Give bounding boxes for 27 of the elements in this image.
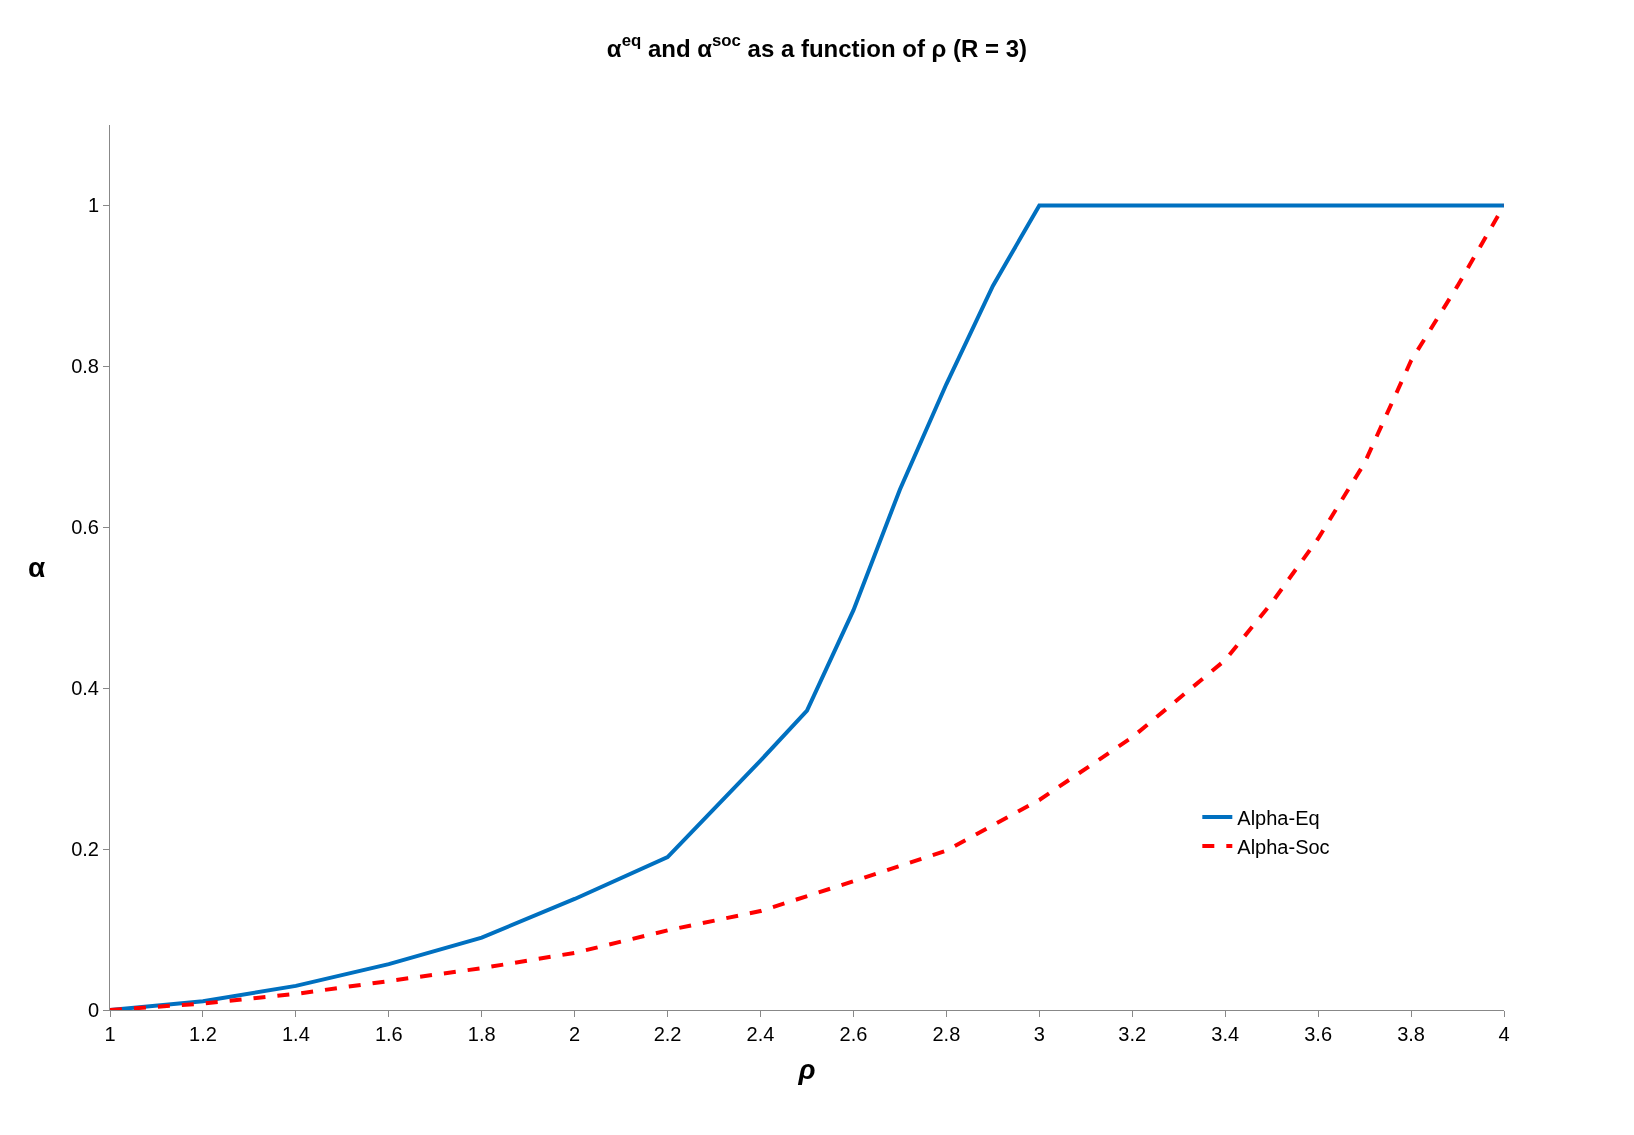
legend-label: Alpha-Soc [1237, 835, 1330, 858]
y-tick-label: 0 [87, 999, 99, 1021]
legend-label: Alpha-Eq [1237, 806, 1320, 829]
y-tick-label: 0.2 [71, 838, 99, 861]
x-tick-label: 2.8 [932, 1023, 961, 1045]
x-tick-label: 3.2 [1118, 1023, 1147, 1045]
x-tick-label: 3.8 [1397, 1023, 1425, 1045]
chart-title: α$^{eq}$ and α$^{soc}$ as a function of ρ (R = 3) [606, 31, 1028, 62]
y-tick-label: 1 [87, 194, 99, 217]
x-tick-label: 3.6 [1304, 1023, 1333, 1045]
x-tick-label: 4 [1498, 1023, 1510, 1045]
y-axis-title: α [28, 552, 46, 583]
x-tick-label: 1.4 [281, 1023, 310, 1045]
x-tick-label: 2.4 [746, 1023, 775, 1045]
x-tick-label: 1 [104, 1023, 116, 1045]
x-tick-label: 2.6 [839, 1023, 868, 1045]
x-tick-label: 3.4 [1211, 1023, 1240, 1045]
y-tick-label: 0.4 [71, 677, 99, 700]
x-tick-label: 3 [1033, 1023, 1045, 1045]
x-tick-label: 2 [569, 1023, 581, 1045]
y-tick-label: 0.8 [71, 355, 99, 378]
x-axis-title: ρ [797, 1054, 816, 1086]
y-tick-label: 0.6 [71, 516, 99, 539]
x-tick-label: 1.2 [189, 1023, 217, 1045]
x-tick-label: 1.6 [374, 1023, 403, 1045]
x-tick-label: 2.2 [653, 1023, 682, 1045]
x-tick-label: 1.8 [467, 1023, 496, 1045]
